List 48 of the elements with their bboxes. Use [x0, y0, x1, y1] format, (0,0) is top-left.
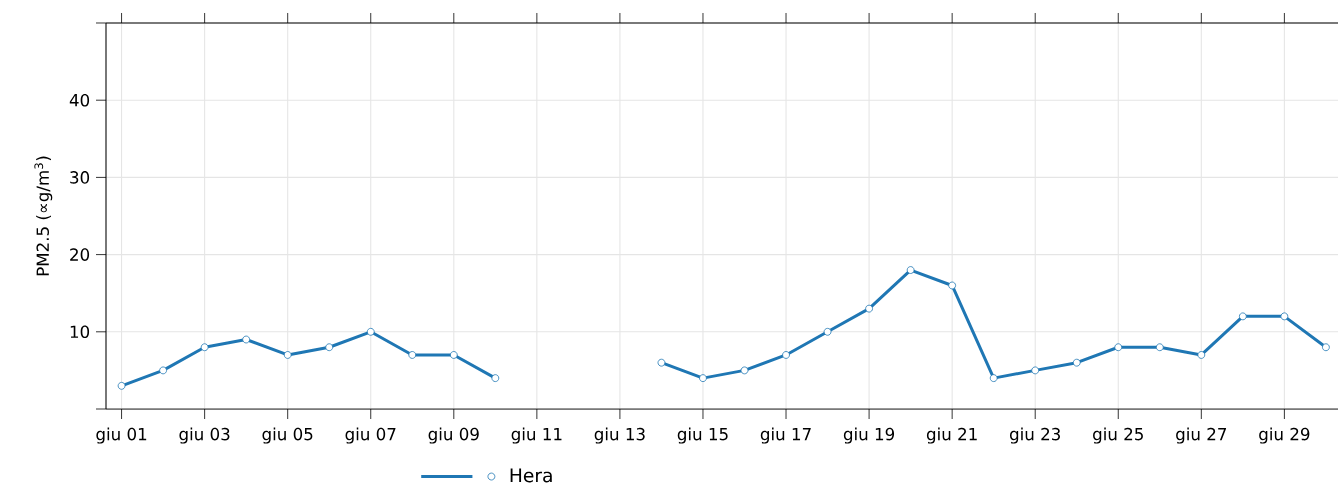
- point: [449, 351, 458, 359]
- point: [1322, 343, 1330, 352]
- y-axis-title: PM2.5 (∝g/m$^{3}$): [34, 156, 53, 276]
- x-tick-label: giu 27: [1176, 427, 1227, 444]
- point: [117, 381, 126, 390]
- point: [325, 343, 334, 352]
- point: [1155, 343, 1164, 352]
- point: [699, 374, 707, 382]
- x-tick-label: giu 23: [1009, 427, 1060, 444]
- point: [159, 366, 167, 375]
- point: [1238, 312, 1247, 321]
- point: [283, 351, 292, 359]
- x-tick-label: giu 25: [1093, 427, 1143, 444]
- point: [823, 327, 832, 336]
- x-tick-label: giu 09: [428, 427, 479, 444]
- point: [491, 374, 500, 382]
- point: [906, 266, 915, 274]
- y-tick-label: 30: [70, 171, 90, 184]
- x-tick-label: giu 03: [179, 427, 230, 444]
- point: [989, 374, 998, 382]
- point: [1197, 351, 1206, 359]
- point: [948, 281, 957, 290]
- point: [1072, 358, 1081, 367]
- point: [366, 327, 375, 336]
- y-tick-label: 20: [70, 248, 90, 261]
- x-tick-label: giu 07: [345, 427, 396, 444]
- point: [1114, 343, 1123, 352]
- y-tick-label: 10: [70, 325, 90, 339]
- point: [200, 343, 209, 352]
- point: [1031, 366, 1040, 375]
- x-tick-label: giu 17: [760, 427, 811, 444]
- x-tick-label: giu 01: [96, 427, 147, 444]
- point: [782, 351, 790, 359]
- point: [242, 335, 251, 344]
- point: [1280, 312, 1289, 321]
- x-tick-label: giu 11: [511, 427, 562, 444]
- point: [657, 358, 666, 367]
- point: [740, 366, 749, 375]
- point: [408, 351, 417, 359]
- x-tick-label: giu 13: [594, 427, 645, 444]
- legend-label: Hera: [510, 468, 552, 483]
- x-tick-label: giu 29: [1259, 427, 1310, 444]
- x-tick-label: giu 05: [262, 427, 313, 444]
- y-tick-label: 40: [69, 93, 90, 107]
- x-tick-label: giu 15: [677, 427, 728, 444]
- x-tick-label: giu 21: [926, 427, 977, 444]
- x-tick-label: giu 19: [843, 427, 895, 444]
- point: [865, 304, 873, 313]
